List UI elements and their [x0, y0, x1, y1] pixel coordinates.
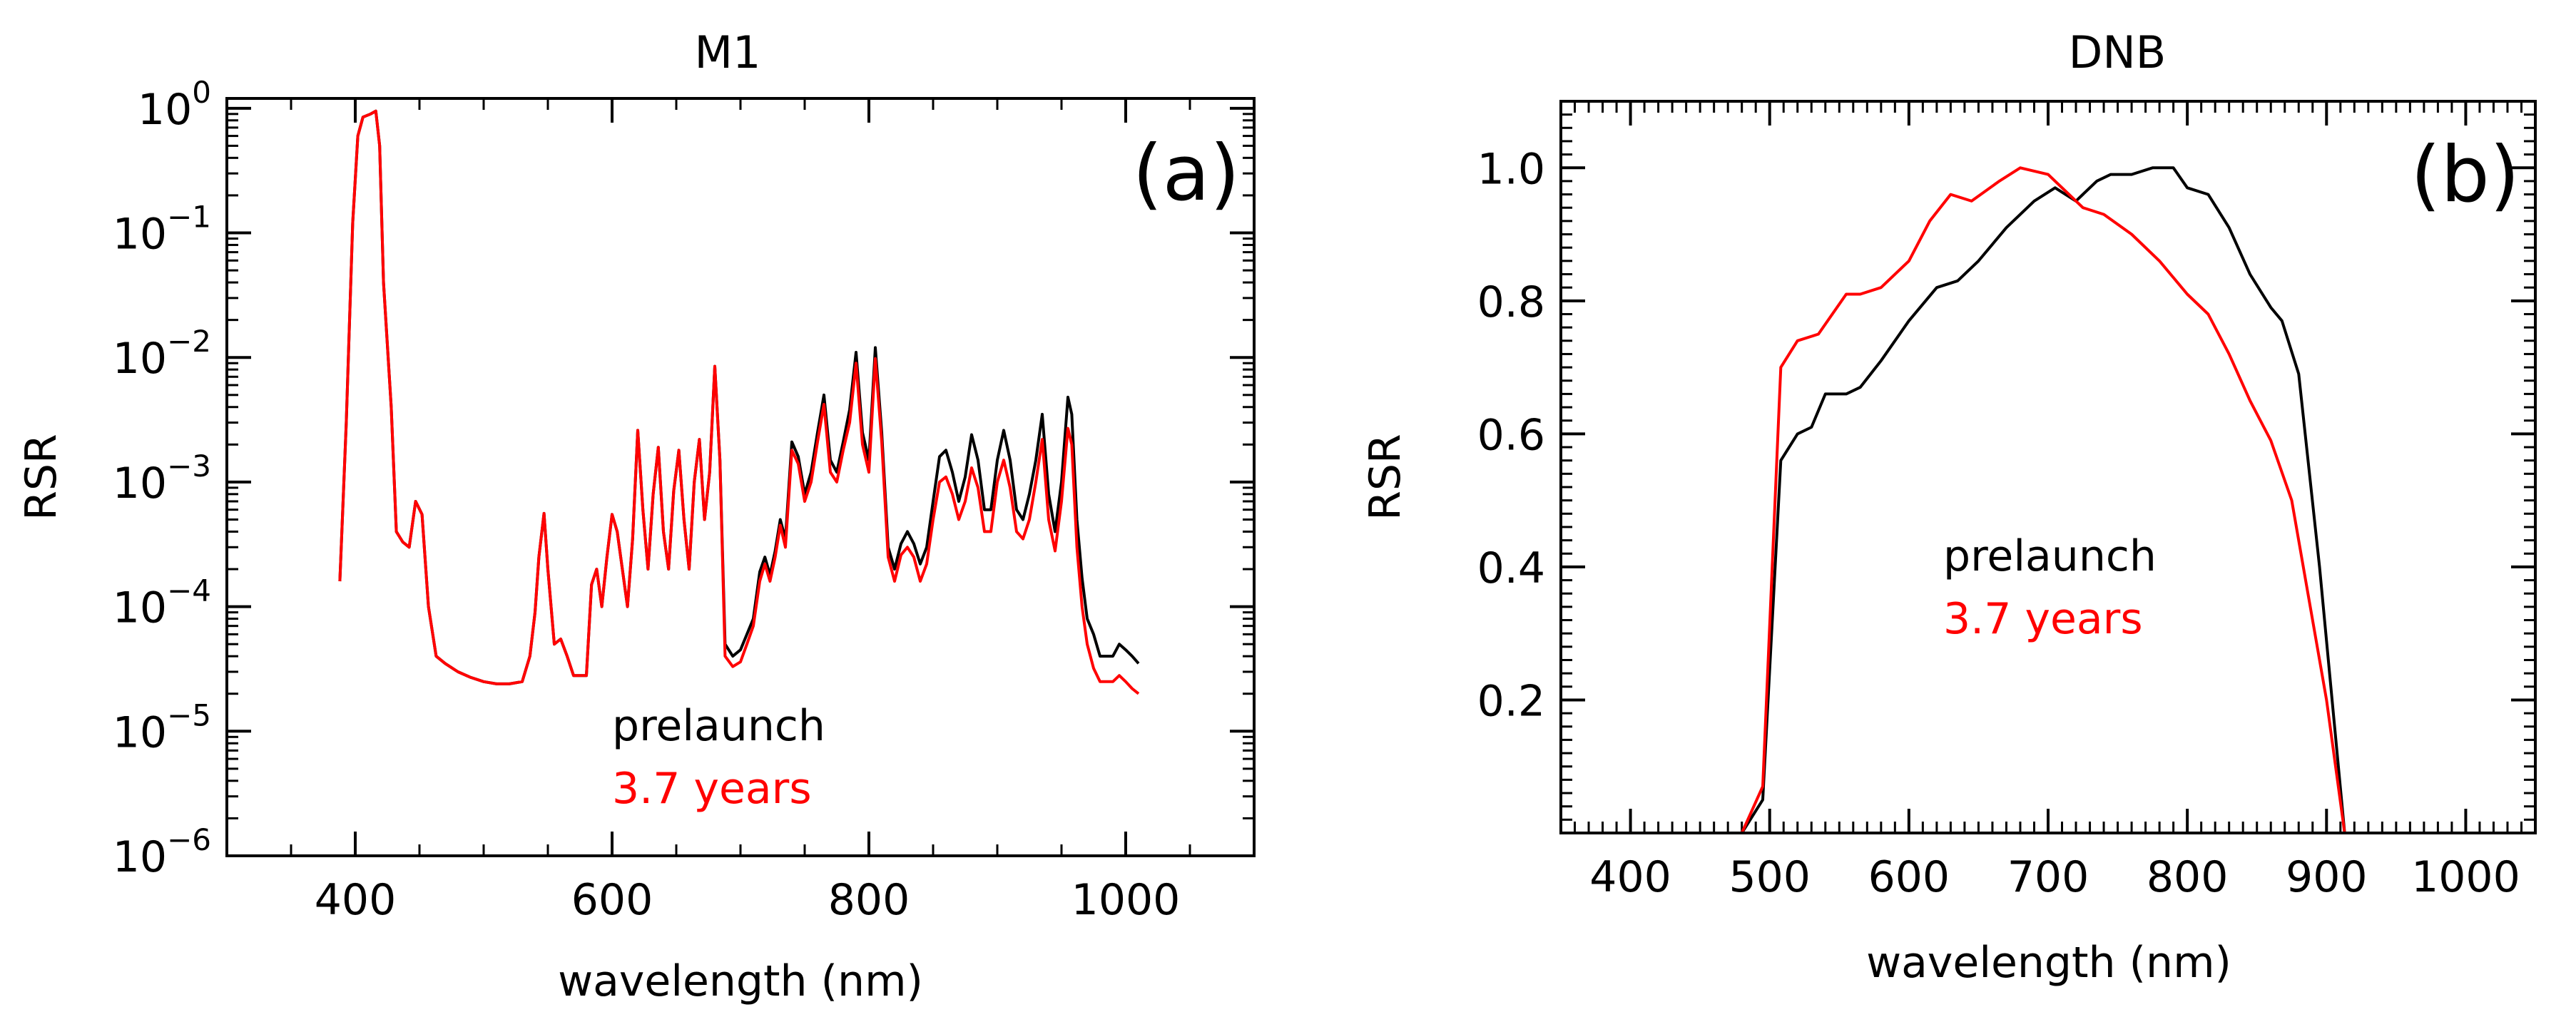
- y-tick-label: 10−6: [113, 822, 211, 882]
- y-axis-label: RSR: [16, 434, 66, 520]
- x-tick-label: 600: [1868, 852, 1950, 902]
- y-tick-label: 10−5: [113, 697, 211, 757]
- y-tick-label: 0.2: [1477, 676, 1545, 726]
- x-tick-label: 800: [2147, 852, 2229, 902]
- x-tick-label: 400: [1589, 852, 1671, 902]
- x-tick-labels: 400 500 600 700 800 900 1000: [1589, 852, 2520, 902]
- legend-entry-prelaunch: prelaunch: [1943, 531, 2157, 581]
- y-tick-label: 10−3: [113, 449, 211, 508]
- chart-title: M1: [695, 26, 761, 78]
- x-tick-label: 800: [828, 875, 910, 925]
- legend-entry-3-7-years: 3.7 years: [612, 764, 812, 814]
- series-line-3-7-years: [1630, 166, 2466, 834]
- x-tick-label: 500: [1729, 852, 1811, 902]
- x-tick-label: 600: [571, 875, 653, 925]
- x-tick-labels: 400 600 800 1000: [315, 875, 1181, 925]
- y-tick-labels: 0.2 0.4 0.6 0.8 1.0: [1477, 144, 1545, 726]
- y-tick-label: 10−2: [113, 324, 211, 384]
- panel-label: (a): [1133, 129, 1240, 218]
- series-group: [1630, 166, 2466, 834]
- series-line-3-7-years: [338, 109, 1140, 695]
- x-tick-label: 400: [315, 875, 397, 925]
- y-tick-label: 1.0: [1477, 144, 1545, 194]
- y-tick-label: 10−4: [113, 573, 211, 633]
- plot-frame: [225, 97, 1256, 857]
- x-axis-label: wavelength (nm): [1866, 938, 2231, 988]
- x-tick-label: 700: [2007, 852, 2089, 902]
- series-group: [338, 109, 1140, 695]
- panel-a-m1: M1 100 10−1 10−2 10−3 10−4 10−5 10−6 400 600 800…: [16, 26, 1256, 1006]
- axis-ticks-group: [1559, 101, 2537, 833]
- legend-entry-prelaunch: prelaunch: [612, 701, 825, 751]
- x-tick-label: 1000: [1071, 875, 1181, 925]
- panel-b-dnb: DNB 0.2 0.4 0.6 0.8 1.0 400 500 600 700 800 900 10…: [1360, 26, 2537, 988]
- chart-title: DNB: [2069, 26, 2167, 78]
- x-tick-label: 1000: [2411, 852, 2520, 902]
- series-line-prelaunch: [1630, 166, 2466, 834]
- x-tick-label: 900: [2286, 852, 2368, 902]
- plot-frame: [1559, 100, 2537, 834]
- axis-ticks-group: [225, 98, 1256, 857]
- y-tick-label: 0.4: [1477, 543, 1545, 593]
- series-line-prelaunch: [338, 109, 1140, 685]
- y-tick-label: 0.6: [1477, 410, 1545, 460]
- y-tick-labels: 100 10−1 10−2 10−3 10−4 10−5 10−6: [113, 75, 211, 882]
- y-tick-label: 10−1: [113, 200, 211, 260]
- x-axis-label: wavelength (nm): [558, 956, 923, 1006]
- panel-label: (b): [2410, 131, 2520, 220]
- y-tick-label: 100: [138, 75, 211, 135]
- y-tick-label: 0.8: [1477, 277, 1545, 327]
- legend-entry-3-7-years: 3.7 years: [1943, 594, 2143, 644]
- y-axis-label: RSR: [1360, 434, 1410, 520]
